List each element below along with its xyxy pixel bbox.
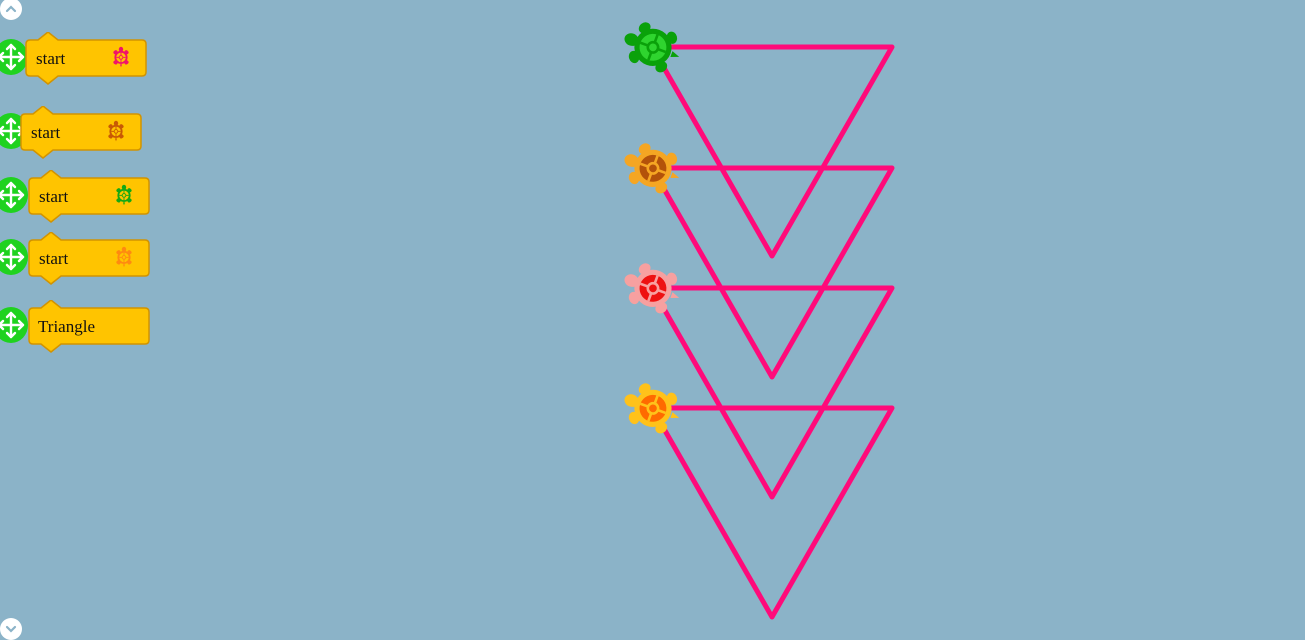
chevron-up-icon <box>5 5 17 13</box>
brown-turtle-icon[interactable] <box>612 128 691 207</box>
turtle-icon <box>113 184 135 206</box>
start-block-label: start <box>39 187 69 206</box>
start-block-label: start <box>31 123 61 142</box>
move-handle-icon[interactable] <box>0 39 28 75</box>
scroll-down-button[interactable] <box>0 618 22 640</box>
turtle-icon <box>105 120 127 142</box>
turtle-icon <box>113 246 135 268</box>
move-handle-icon[interactable] <box>0 307 28 343</box>
orange-turtle-icon[interactable] <box>612 368 691 447</box>
triangle-path <box>649 405 895 620</box>
triangle-block-label: Triangle <box>38 317 95 336</box>
turtle-icon <box>110 46 132 68</box>
green-turtle-icon[interactable] <box>612 7 691 86</box>
red-turtle-icon[interactable] <box>612 248 691 327</box>
move-handle-icon[interactable] <box>0 177 28 213</box>
chevron-down-icon <box>5 625 17 633</box>
start-block-label: start <box>36 49 66 68</box>
move-handle-icon[interactable] <box>0 239 28 275</box>
scroll-up-button[interactable] <box>0 0 22 20</box>
start-block-label: start <box>39 249 69 268</box>
